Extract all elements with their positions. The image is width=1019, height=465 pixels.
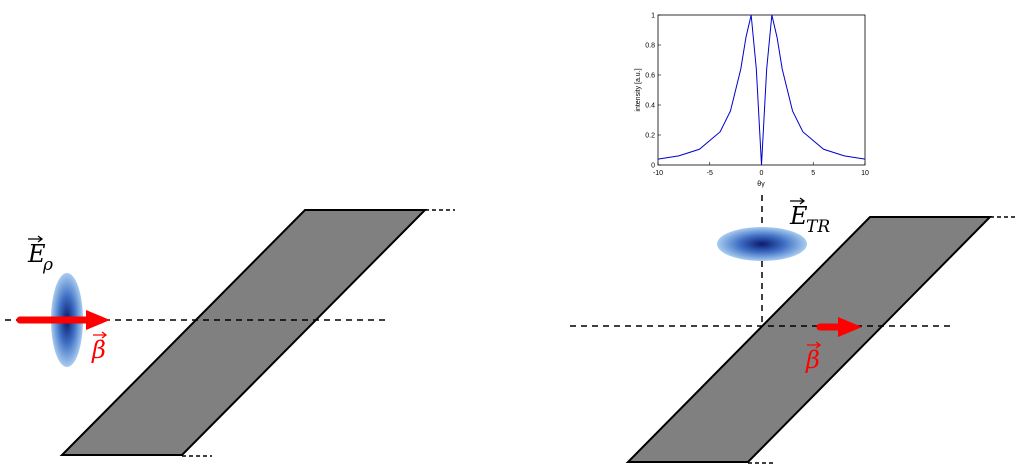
plot-frame [657,14,866,166]
y-tick-label: 0.8 [645,43,655,50]
inset-plot: θγ intensity [a.u.] 0 0.2 0.4 0.6 0.8 1 -10 -5 0… [635,13,869,189]
y-tick-label: 0.2 [645,133,655,140]
right-scene: E TR β [570,195,1018,464]
x-axis-label: θγ [757,181,765,188]
field-symbol: E [27,240,46,268]
y-tick-label: 0.4 [645,103,655,110]
vector-arrow [93,331,108,339]
field-subscript: ρ [42,255,53,275]
velocity-symbol: β [805,346,820,374]
x-tick-label: 5 [811,170,815,177]
y-tick-label: 0.6 [645,73,655,80]
vector-arrow [790,197,806,205]
arrow-head [86,310,110,330]
y-axis-label: intensity [a.u.] [635,68,642,111]
tr-pulse [717,227,807,261]
field-subscript: TR [806,217,830,237]
vector-arrow [807,341,822,349]
velocity-symbol: β [91,336,106,364]
intensity-curve [657,14,866,166]
foil [59,209,428,456]
x-tick-label: 0 [760,170,764,177]
vector-arrow [28,235,44,243]
foil [625,216,993,463]
y-tick-label: 0 [651,163,655,170]
y-tick-label: 1 [651,13,655,20]
left-scene: E ρ β [5,209,455,457]
x-tick-label: -10 [653,170,663,177]
x-tick-label: 10 [861,170,869,177]
arrow-head [838,317,862,337]
x-tick-label: -5 [707,170,713,177]
field-symbol: E [789,202,808,230]
